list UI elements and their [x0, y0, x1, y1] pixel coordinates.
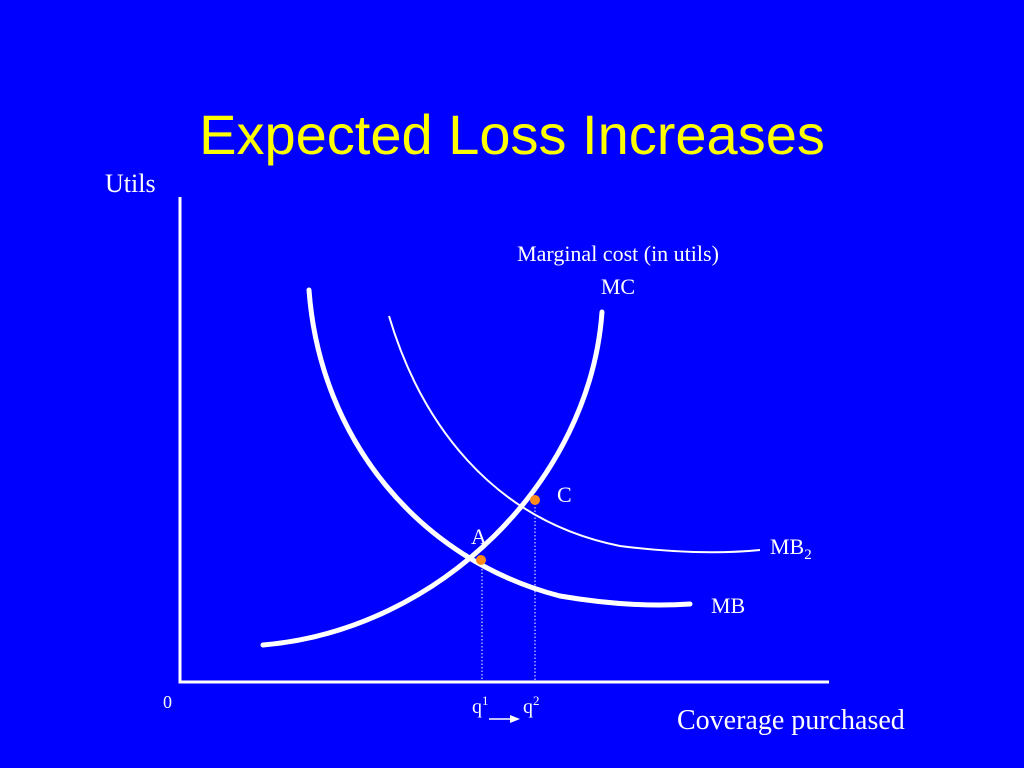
q2-label: q2 [523, 693, 540, 718]
point-c-label: C [557, 482, 572, 507]
mb2-curve [388, 315, 761, 554]
shift-arrow-head [510, 715, 520, 723]
q2-label-base: q [523, 696, 533, 718]
mb-label: MB [711, 593, 745, 618]
point-a-label: A [471, 524, 487, 549]
q1-label: q1 [472, 693, 489, 718]
origin-label: 0 [163, 692, 172, 712]
mc-label: MC [601, 274, 635, 299]
mc-curve [260, 309, 605, 648]
mc-caption: Marginal cost (in utils) [517, 241, 719, 266]
mb2-label: MB2 [770, 534, 812, 563]
q1-label-superscript: 1 [482, 693, 489, 708]
q1-label-base: q [472, 696, 482, 718]
point-c-marker [530, 495, 540, 505]
slide-title: Expected Loss Increases [199, 103, 825, 166]
mb-curve [306, 287, 693, 608]
y-axis-label: Utils [105, 169, 156, 198]
mb2-label-base: MB [770, 534, 804, 559]
q2-label-superscript: 2 [533, 693, 540, 708]
point-a-marker [476, 555, 486, 565]
mb2-label-subscript: 2 [804, 547, 812, 563]
x-axis-label: Coverage purchased [677, 705, 905, 736]
